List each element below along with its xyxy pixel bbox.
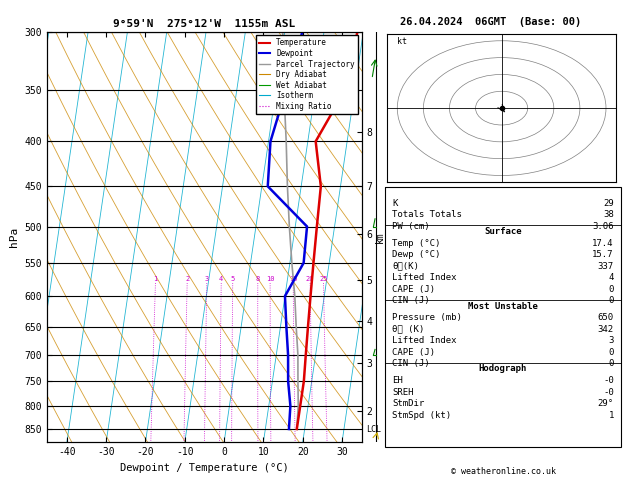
Text: 29°: 29° bbox=[598, 399, 614, 408]
Text: EH: EH bbox=[392, 376, 403, 385]
Text: kt: kt bbox=[398, 37, 407, 46]
Text: θᴄ (K): θᴄ (K) bbox=[392, 325, 425, 333]
Text: Temp (°C): Temp (°C) bbox=[392, 239, 440, 247]
Text: K: K bbox=[392, 199, 398, 208]
Text: 4: 4 bbox=[219, 276, 223, 282]
Text: 1: 1 bbox=[608, 411, 614, 420]
Text: SREH: SREH bbox=[392, 388, 413, 397]
Y-axis label: km
ASL: km ASL bbox=[375, 228, 397, 246]
Text: 0: 0 bbox=[608, 348, 614, 357]
Text: 8: 8 bbox=[255, 276, 260, 282]
Text: © weatheronline.co.uk: © weatheronline.co.uk bbox=[451, 467, 555, 476]
Text: PW (cm): PW (cm) bbox=[392, 222, 430, 231]
Text: Lifted Index: Lifted Index bbox=[392, 273, 457, 282]
Text: StmSpd (kt): StmSpd (kt) bbox=[392, 411, 451, 420]
Legend: Temperature, Dewpoint, Parcel Trajectory, Dry Adiabat, Wet Adiabat, Isotherm, Mi: Temperature, Dewpoint, Parcel Trajectory… bbox=[255, 35, 358, 114]
Text: Mixing Ratio (g/kg): Mixing Ratio (g/kg) bbox=[415, 222, 423, 317]
Text: 0: 0 bbox=[608, 296, 614, 305]
Text: 10: 10 bbox=[266, 276, 274, 282]
Text: 29: 29 bbox=[603, 199, 614, 208]
Text: 342: 342 bbox=[598, 325, 614, 333]
Text: 2: 2 bbox=[185, 276, 189, 282]
Text: 3.06: 3.06 bbox=[593, 222, 614, 231]
Text: Totals Totals: Totals Totals bbox=[392, 210, 462, 219]
Text: Hodograph: Hodograph bbox=[479, 364, 527, 374]
Text: 15: 15 bbox=[289, 276, 298, 282]
Text: 0: 0 bbox=[608, 359, 614, 368]
Text: 5: 5 bbox=[231, 276, 235, 282]
Text: -0: -0 bbox=[603, 388, 614, 397]
Text: 38: 38 bbox=[603, 210, 614, 219]
Text: CIN (J): CIN (J) bbox=[392, 296, 430, 305]
Text: StmDir: StmDir bbox=[392, 399, 425, 408]
Text: CAPE (J): CAPE (J) bbox=[392, 348, 435, 357]
Text: CIN (J): CIN (J) bbox=[392, 359, 430, 368]
Title: 9°59'N  275°12'W  1155m ASL: 9°59'N 275°12'W 1155m ASL bbox=[113, 19, 296, 30]
Text: Dewp (°C): Dewp (°C) bbox=[392, 250, 440, 259]
Text: 4: 4 bbox=[608, 273, 614, 282]
Text: 337: 337 bbox=[598, 261, 614, 271]
X-axis label: Dewpoint / Temperature (°C): Dewpoint / Temperature (°C) bbox=[120, 463, 289, 473]
Text: 3: 3 bbox=[608, 336, 614, 345]
Text: Pressure (mb): Pressure (mb) bbox=[392, 313, 462, 322]
Text: Most Unstable: Most Unstable bbox=[468, 301, 538, 311]
Text: Lifted Index: Lifted Index bbox=[392, 336, 457, 345]
Text: 25: 25 bbox=[320, 276, 328, 282]
Text: LCL: LCL bbox=[366, 425, 381, 434]
Text: Surface: Surface bbox=[484, 227, 521, 236]
Text: -0: -0 bbox=[603, 376, 614, 385]
Text: 1: 1 bbox=[153, 276, 158, 282]
Y-axis label: hPa: hPa bbox=[9, 227, 19, 247]
Text: θᴄ(K): θᴄ(K) bbox=[392, 261, 419, 271]
Text: 20: 20 bbox=[306, 276, 314, 282]
Text: 17.4: 17.4 bbox=[593, 239, 614, 247]
Text: 650: 650 bbox=[598, 313, 614, 322]
Text: 15.7: 15.7 bbox=[593, 250, 614, 259]
Text: CAPE (J): CAPE (J) bbox=[392, 285, 435, 294]
Text: 0: 0 bbox=[608, 285, 614, 294]
Text: 3: 3 bbox=[204, 276, 209, 282]
Text: 26.04.2024  06GMT  (Base: 00): 26.04.2024 06GMT (Base: 00) bbox=[400, 17, 581, 27]
